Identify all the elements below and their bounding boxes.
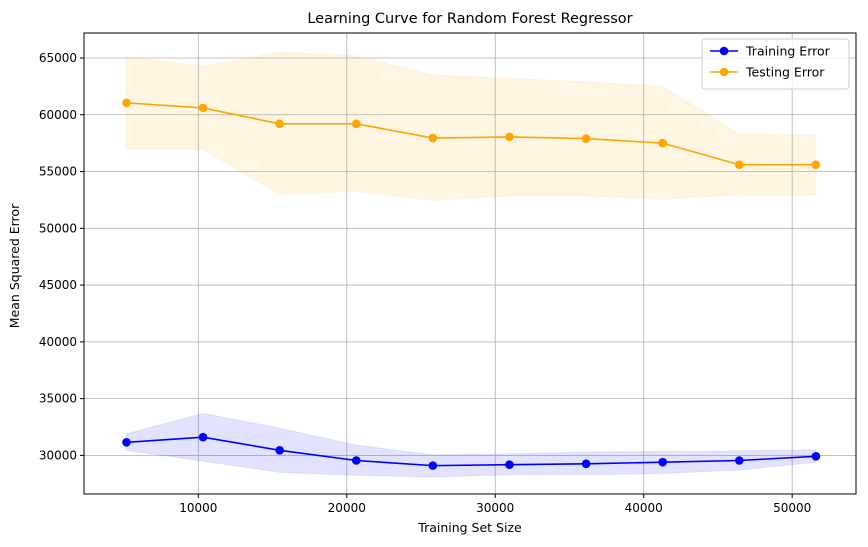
- data-point: [275, 445, 284, 455]
- data-point: [428, 133, 438, 143]
- data-point: [122, 438, 131, 447]
- data-point: [581, 134, 591, 143]
- data-point: [735, 160, 744, 170]
- confidence-band-2: [125, 51, 817, 201]
- series-line-1: [126, 436, 816, 467]
- data-point: [198, 432, 208, 442]
- x-tick-label: 10000: [179, 501, 217, 515]
- data-point: [351, 456, 361, 465]
- data-point: [505, 132, 514, 142]
- plot-frame: [83, 32, 857, 495]
- data-point: [811, 452, 821, 461]
- y-tick-label: 30000: [39, 448, 77, 462]
- legend-box: [701, 38, 850, 90]
- data-point: [275, 119, 284, 129]
- x-tick-label: 50000: [773, 501, 811, 515]
- y-tick-label: 55000: [39, 165, 77, 179]
- y-axis-title: Mean Squared Error: [7, 203, 22, 328]
- data-point: [735, 456, 744, 465]
- data-point: [122, 98, 131, 108]
- axes-layer: 10000 20000 30000 40000 50000 30000 35000 40000…: [39, 32, 857, 515]
- y-tick-label: 60000: [39, 108, 77, 122]
- data-point: [198, 103, 208, 113]
- data-point: [351, 119, 361, 129]
- y-tick-label: 40000: [39, 335, 77, 349]
- data-point: [811, 160, 821, 170]
- y-tick-label: 50000: [39, 221, 77, 235]
- data-point: [428, 461, 438, 470]
- x-tick-label: 30000: [476, 501, 514, 515]
- x-tick-label: 40000: [625, 501, 663, 515]
- y-tick-label: 35000: [39, 392, 77, 406]
- series-line-2: [126, 102, 816, 166]
- legend: Training Error Testing Error: [701, 38, 850, 90]
- data-point: [658, 138, 668, 148]
- band-layer: [125, 51, 817, 478]
- legend-label: Testing Error: [745, 65, 825, 80]
- x-tick-label: 20000: [328, 501, 366, 515]
- chart-title: Learning Curve for Random Forest Regress…: [307, 11, 632, 27]
- confidence-band-1: [125, 412, 817, 478]
- data-point: [505, 460, 514, 470]
- y-tick-label: 45000: [39, 278, 77, 292]
- grid-layer: [84, 33, 856, 494]
- data-point: [658, 457, 668, 467]
- data-point: [581, 459, 591, 469]
- legend-marker: [719, 67, 729, 77]
- legend-label: Training Error: [745, 44, 831, 59]
- line-layer: [122, 98, 821, 470]
- y-tick-label: 65000: [39, 51, 77, 65]
- x-axis-title: Training Set Size: [417, 520, 522, 535]
- legend-marker: [719, 46, 729, 56]
